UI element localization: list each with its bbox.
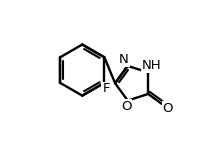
Text: N: N xyxy=(119,53,129,66)
Text: NH: NH xyxy=(141,59,161,72)
Text: O: O xyxy=(121,100,132,113)
Text: F: F xyxy=(102,82,110,95)
Text: O: O xyxy=(163,102,173,115)
